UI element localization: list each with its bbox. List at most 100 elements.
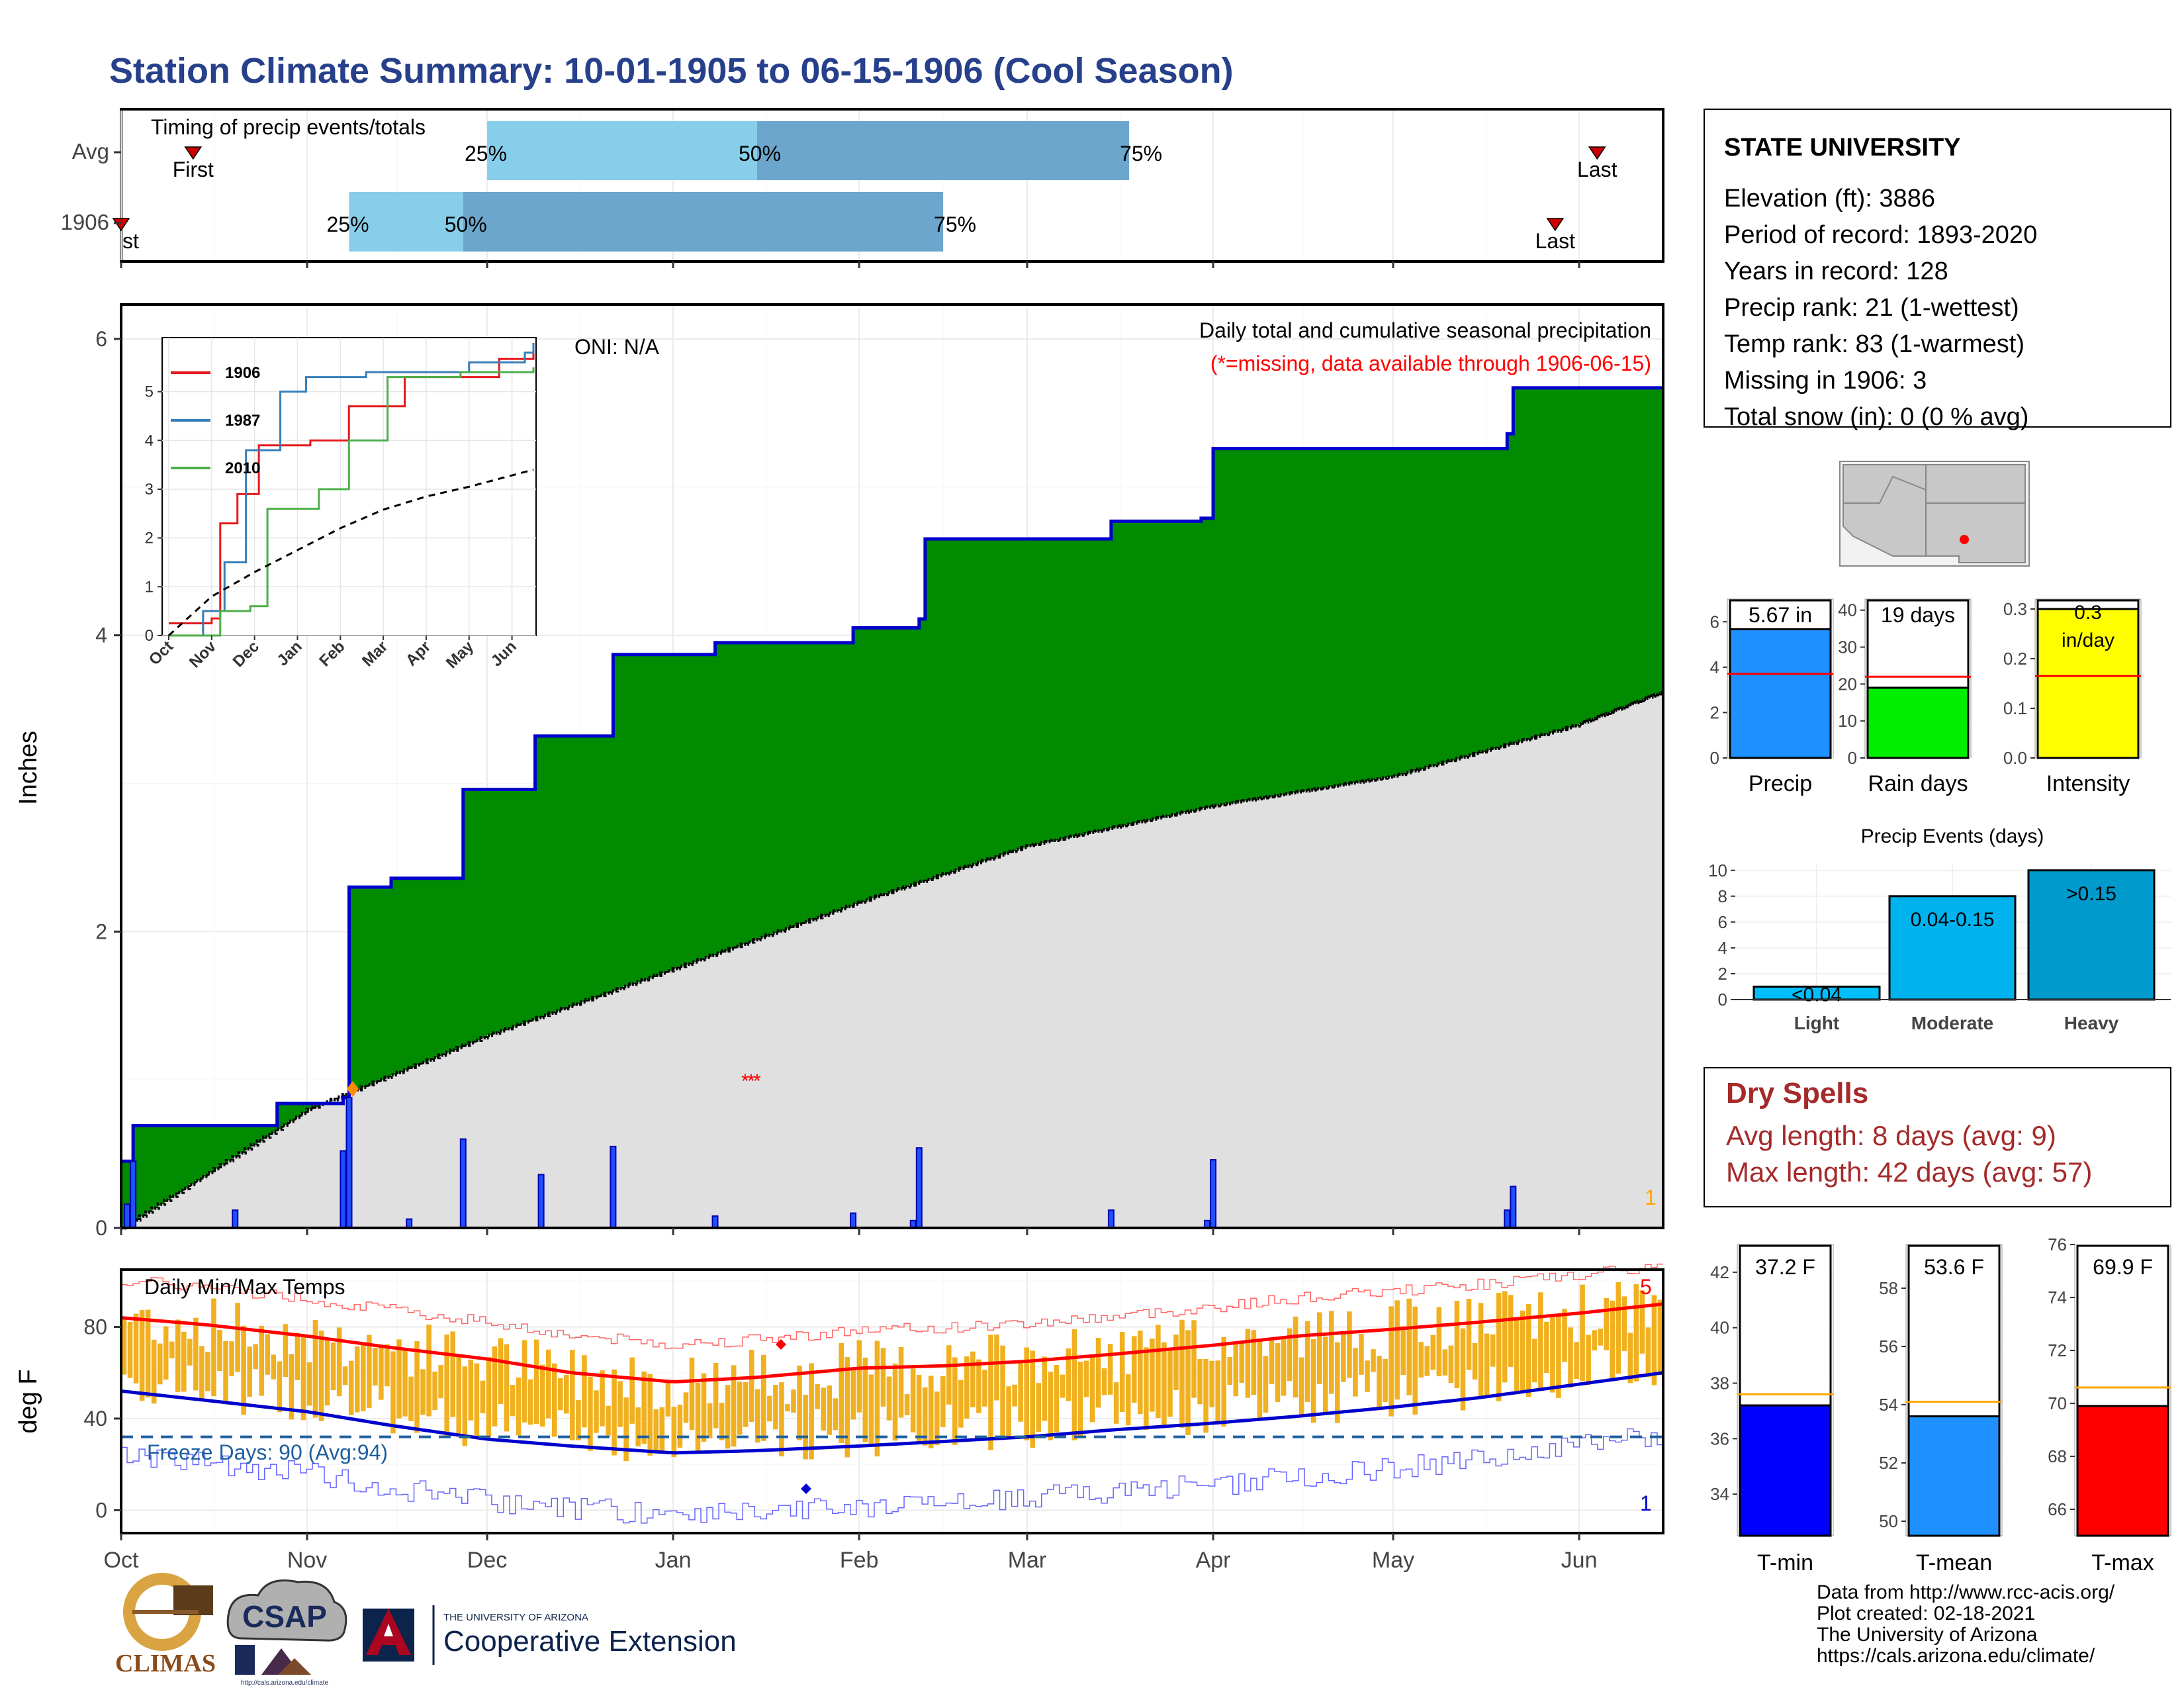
temp-bar xyxy=(163,1326,169,1380)
temp-bar xyxy=(767,1395,772,1422)
temp-bar xyxy=(1472,1342,1478,1380)
daily-precip-bar xyxy=(340,1150,347,1229)
temp-ytick-label: 40 xyxy=(83,1407,107,1430)
temp-bar xyxy=(1615,1282,1621,1374)
events-category: Light xyxy=(1794,1013,1839,1033)
temp-bar xyxy=(582,1355,587,1428)
temp-bar xyxy=(964,1356,970,1419)
timing-first-label: st xyxy=(122,229,139,253)
temp-bar xyxy=(725,1385,731,1449)
temp-bar xyxy=(1651,1295,1657,1385)
timing-pct-75: 75% xyxy=(934,212,976,236)
temp-bar xyxy=(761,1354,766,1441)
temp-bar xyxy=(862,1357,868,1442)
precip-ytick-label: 4 xyxy=(95,624,107,647)
oni-label: ONI: N/A xyxy=(574,335,660,359)
events-bar-label: <0.04 xyxy=(1792,984,1842,1006)
dry-spells-title: Dry Spells xyxy=(1726,1077,1868,1109)
temp-bar xyxy=(385,1344,390,1387)
temp-bar xyxy=(1341,1334,1346,1382)
timing-title: Timing of precip events/totals xyxy=(151,115,426,139)
station-name: STATE UNIVERSITY xyxy=(1724,134,1961,162)
station-precip-rank: Precip rank: 21 (1-wettest) xyxy=(1724,294,2019,322)
temp-bar xyxy=(450,1331,456,1417)
minibar-tick-label: 2 xyxy=(1710,702,1719,722)
temp-bar xyxy=(1508,1295,1514,1367)
events-bars: 0 2 4 6 8 10 <0.04 Light 0.04-0.15 Moderate >0.15 H… xyxy=(1708,861,2171,1033)
temp-bar xyxy=(1298,1357,1304,1415)
temp-bar xyxy=(1287,1328,1293,1382)
minibar-value xyxy=(1866,686,1970,759)
temp-bar xyxy=(474,1363,480,1438)
temp-bar xyxy=(259,1325,265,1396)
temp-bar xyxy=(379,1346,384,1400)
temp-bar xyxy=(1406,1298,1412,1395)
temp-bar xyxy=(1245,1329,1251,1398)
temp-bar xyxy=(1657,1299,1663,1376)
precip-ylabel: Inches xyxy=(15,731,42,805)
temp-bar xyxy=(468,1359,474,1421)
events-bar xyxy=(2027,869,2156,1001)
precip-ytick-label: 2 xyxy=(95,919,107,943)
minibar-tick-label: 6 xyxy=(1710,612,1719,632)
temp-bar xyxy=(354,1346,360,1413)
temp-bar xyxy=(1209,1360,1214,1407)
temp-bar xyxy=(683,1392,689,1423)
month-label: Oct xyxy=(104,1548,139,1573)
temp-bar xyxy=(1377,1356,1382,1409)
location-map xyxy=(1839,461,2030,567)
temp-bar xyxy=(1371,1349,1376,1372)
temp-bar xyxy=(1030,1350,1036,1448)
precip-ytick-label: 0 xyxy=(95,1216,107,1240)
temp-bar xyxy=(1173,1335,1179,1391)
minibar-label: Rain days xyxy=(1868,771,1968,796)
timing-bar-q1 xyxy=(349,192,463,252)
temp-bar xyxy=(1179,1319,1185,1428)
dry-spells-frame xyxy=(1704,1067,2171,1207)
temp-bar xyxy=(833,1398,838,1430)
temp-panel: Daily Min/Max Temps Freeze Days: 90 (Avg… xyxy=(15,1263,1664,1573)
temp-bar xyxy=(324,1340,330,1406)
temp-bar xyxy=(976,1359,981,1413)
temp-bar xyxy=(821,1387,826,1431)
temp-bar xyxy=(157,1343,163,1385)
temp-bar xyxy=(1018,1363,1023,1422)
temp-bar xyxy=(827,1385,832,1435)
temp-bar xyxy=(480,1380,486,1413)
temp-bar xyxy=(1161,1342,1167,1425)
temp-bar xyxy=(1580,1284,1585,1381)
daily-precip-bar xyxy=(459,1138,467,1229)
timing-row-label-year: 1906 xyxy=(61,210,109,234)
temp-bar xyxy=(1322,1336,1328,1414)
temp-bar xyxy=(779,1382,784,1457)
month-label: May xyxy=(1372,1548,1414,1573)
temp-bar xyxy=(1119,1331,1125,1413)
temp-bar xyxy=(217,1330,222,1372)
temp-bar xyxy=(223,1340,228,1403)
precip-summary-bars: 0 2 4 6 5.67 in Precip 0 10 20 30 40 19 days Rain da… xyxy=(1710,598,2142,796)
temp-bar xyxy=(1316,1312,1322,1384)
footer-line-1: Data from http://www.rcc-acis.org/ xyxy=(1817,1581,2115,1603)
footer-credits: Data from http://www.rcc-acis.org/ Plot … xyxy=(1817,1582,2115,1667)
dry-spells-max: Max length: 42 days (avg: 57) xyxy=(1726,1156,2092,1188)
csap-logo-cloud xyxy=(226,1579,347,1642)
timing-last-marker xyxy=(1588,146,1606,160)
precip-first-marker xyxy=(347,1081,359,1097)
temp-bar xyxy=(360,1342,366,1411)
daily-precip-bar xyxy=(1510,1186,1517,1229)
temp-bar xyxy=(606,1405,611,1436)
daily-precip-bar xyxy=(232,1209,239,1229)
temp-count-low: 1 xyxy=(1640,1491,1652,1515)
temp-bar xyxy=(235,1303,240,1372)
temp-ytick-label: 80 xyxy=(83,1315,107,1339)
minibar-value-unit: in/day xyxy=(2062,630,2115,651)
temp-bar xyxy=(510,1385,516,1417)
temp-bar xyxy=(934,1391,940,1446)
temp-bar xyxy=(1627,1333,1633,1383)
tempbar-tick-label: 38 xyxy=(1710,1374,1729,1393)
temp-bar xyxy=(498,1338,504,1404)
temp-bar xyxy=(1054,1364,1060,1432)
temp-record-high-marker xyxy=(776,1339,786,1350)
month-label: Feb xyxy=(840,1548,879,1573)
freeze-days-label: Freeze Days: 90 (Avg:94) xyxy=(147,1440,388,1464)
